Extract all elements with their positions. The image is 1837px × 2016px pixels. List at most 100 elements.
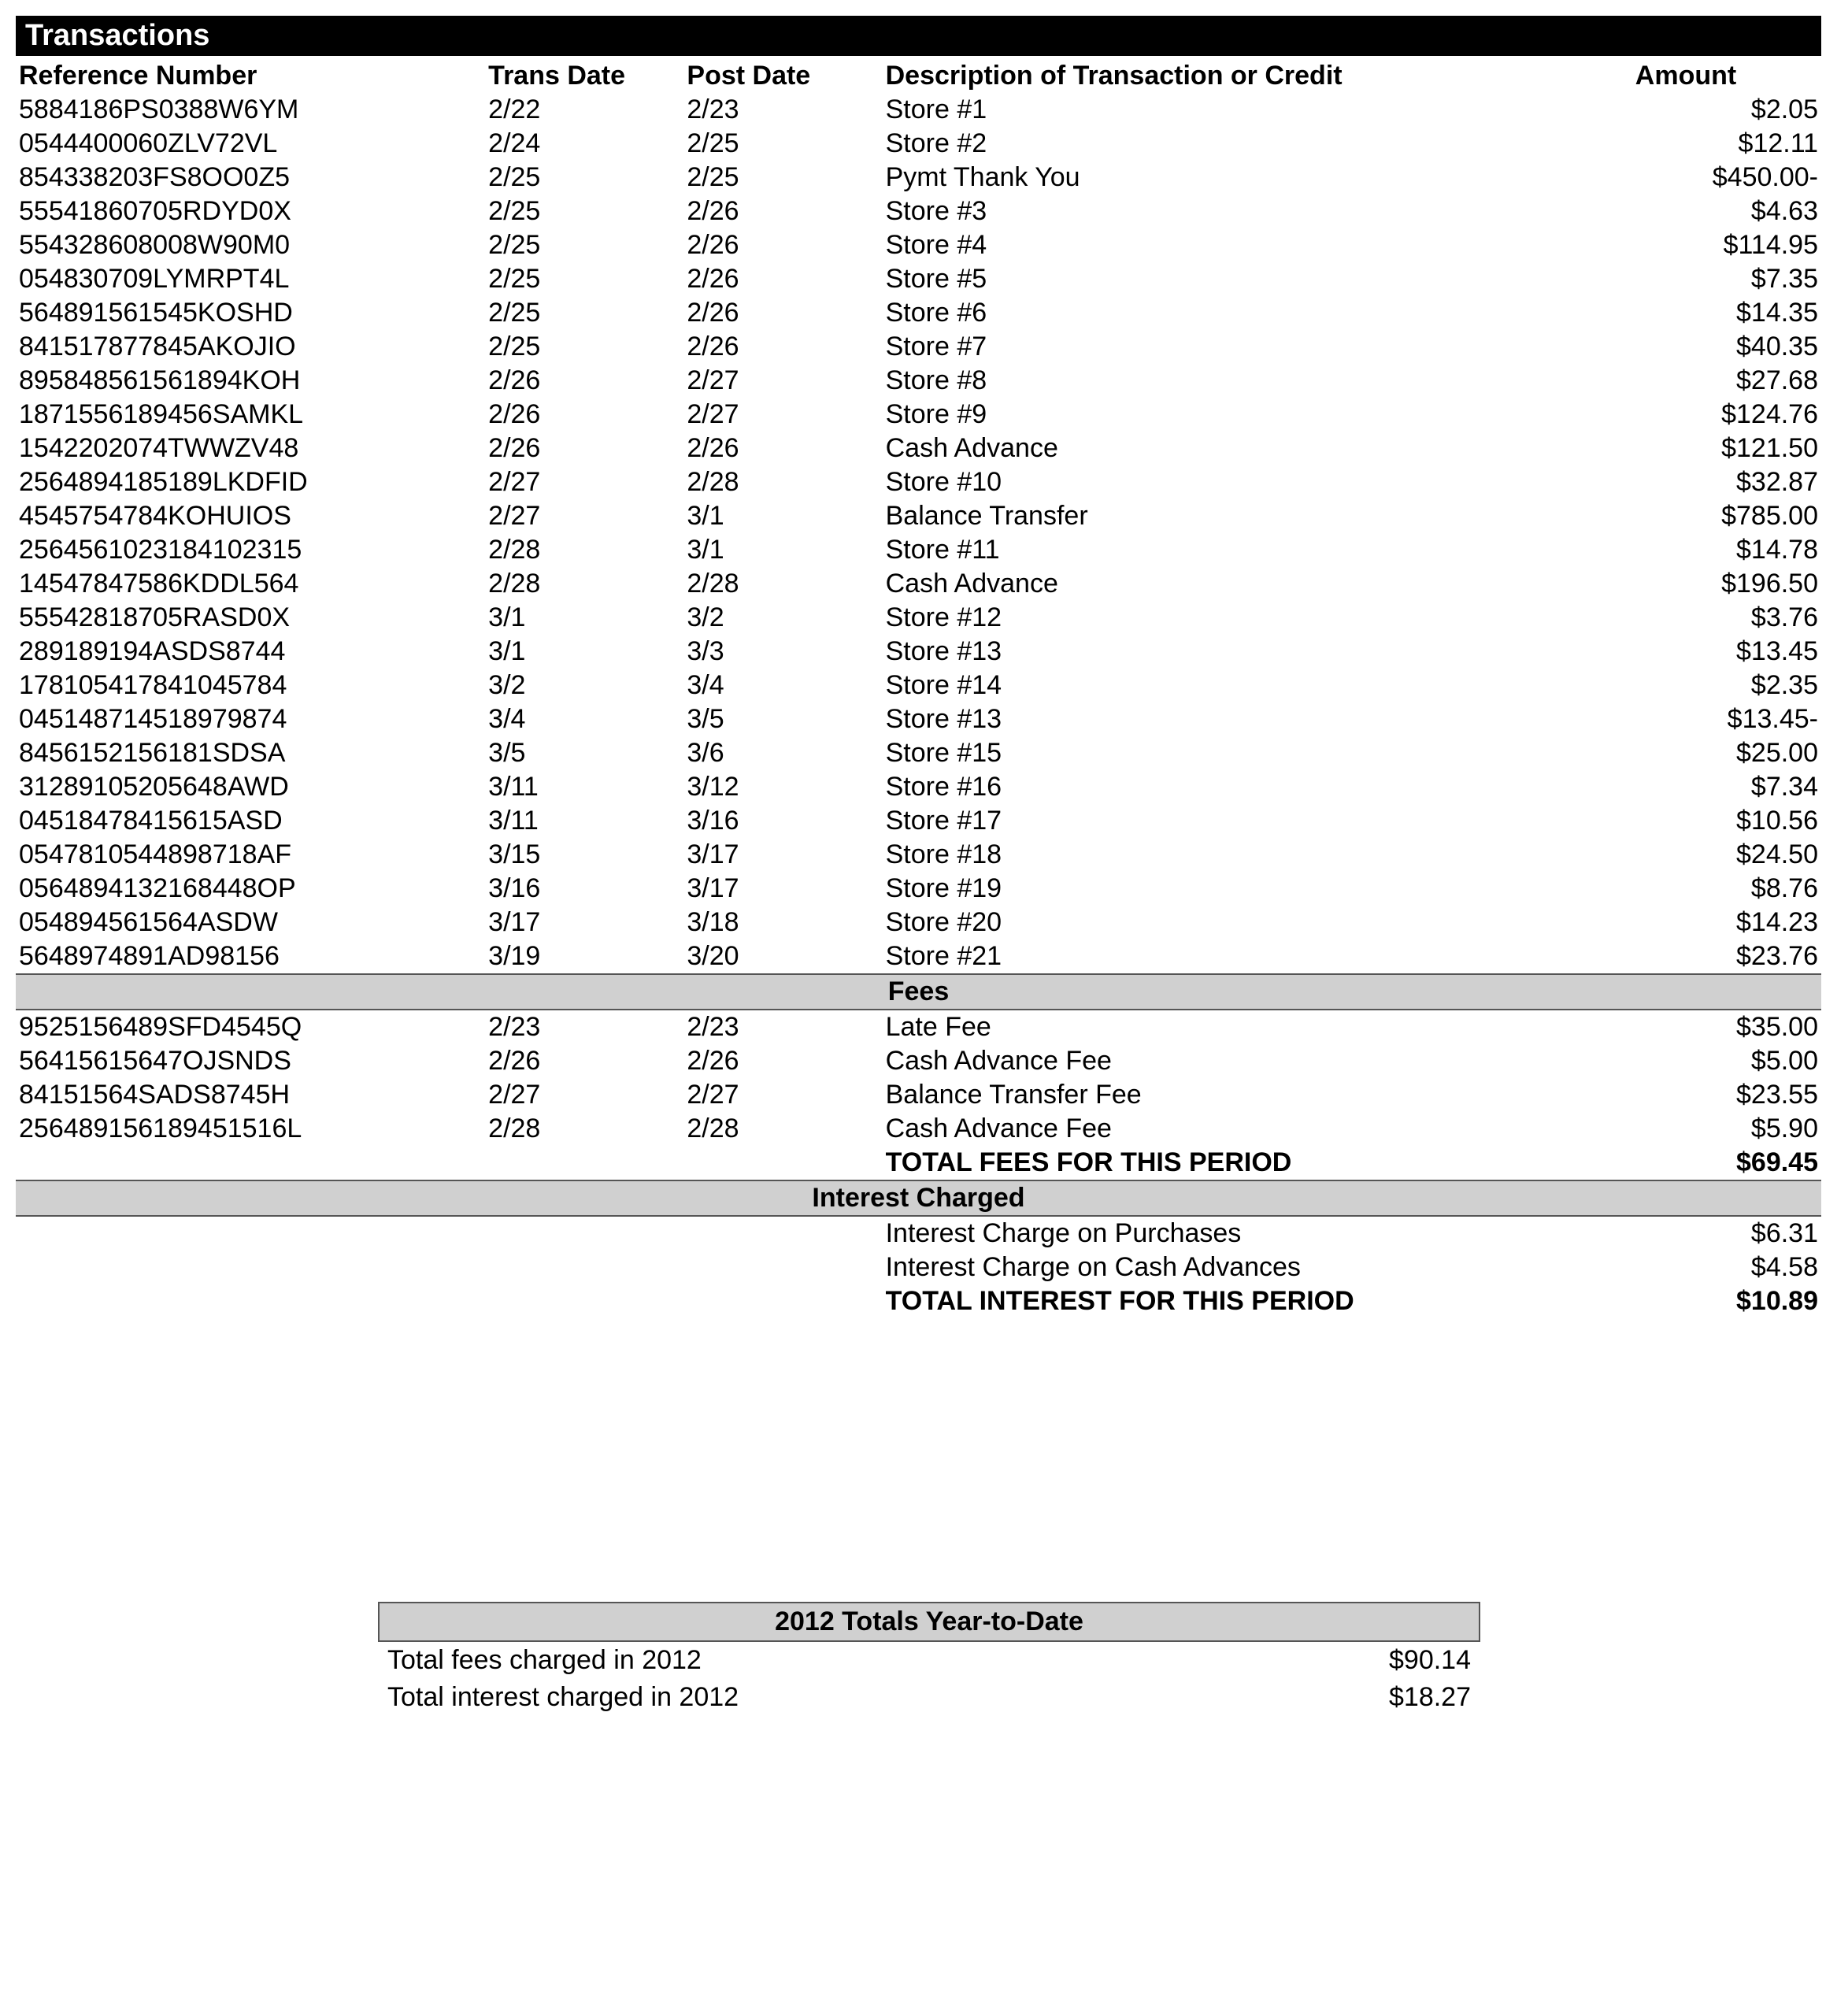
cell-trans: 2/27 xyxy=(485,1078,683,1112)
transaction-row: 14547847586KDDL5642/282/28Cash Advance$1… xyxy=(16,567,1821,601)
transaction-row: 8456152156181SDSA3/53/6Store #15$25.00 xyxy=(16,736,1821,770)
cell-trans: 2/22 xyxy=(485,93,683,127)
cell-trans: 2/25 xyxy=(485,262,683,296)
cell-desc: Store #3 xyxy=(883,195,1550,228)
cell-amount: $785.00 xyxy=(1550,499,1821,533)
cell-trans: 3/19 xyxy=(485,939,683,974)
cell-post: 3/6 xyxy=(683,736,882,770)
transaction-row: 289189194ASDS87443/13/3Store #13$13.45 xyxy=(16,635,1821,669)
cell-amount: $4.58 xyxy=(1550,1251,1821,1284)
cell-post: 2/26 xyxy=(683,296,882,330)
cell-amount: $5.00 xyxy=(1550,1044,1821,1078)
cell-ref: 56415615647OJSNDS xyxy=(16,1044,485,1078)
cell-amount: $13.45- xyxy=(1550,702,1821,736)
transaction-row: 0451487145189798743/43/5Store #13$13.45- xyxy=(16,702,1821,736)
cell-desc: Store #11 xyxy=(883,533,1550,567)
cell-amount: $23.76 xyxy=(1550,939,1821,974)
cell-trans: 2/26 xyxy=(485,398,683,432)
transaction-row: 854338203FS8OO0Z52/252/25Pymt Thank You$… xyxy=(16,161,1821,195)
transaction-row: 1781054178410457843/23/4Store #14$2.35 xyxy=(16,669,1821,702)
cell-amount: $40.35 xyxy=(1550,330,1821,364)
cell-desc: Store #15 xyxy=(883,736,1550,770)
transaction-row: 2564894185189LKDFID2/272/28Store #10$32.… xyxy=(16,465,1821,499)
cell-ref: 054830709LYMRPT4L xyxy=(16,262,485,296)
cell-post: 2/26 xyxy=(683,228,882,262)
cell-ref: 554328608008W90M0 xyxy=(16,228,485,262)
cell-ref: 841517877845AKOJIO xyxy=(16,330,485,364)
cell-trans: 3/11 xyxy=(485,770,683,804)
transaction-row: 5884186PS0388W6YM2/222/23Store #1$2.05 xyxy=(16,93,1821,127)
cell-amount: $124.76 xyxy=(1550,398,1821,432)
cell-amount: $14.35 xyxy=(1550,296,1821,330)
cell-amount: $12.11 xyxy=(1550,127,1821,161)
cell-amount: $25.00 xyxy=(1550,736,1821,770)
cell-amount: $23.55 xyxy=(1550,1078,1821,1112)
cell-trans: 3/15 xyxy=(485,838,683,872)
cell-post: 2/26 xyxy=(683,195,882,228)
cell-trans: 2/26 xyxy=(485,1044,683,1078)
cell-ref: 84151564SADS8745H xyxy=(16,1078,485,1112)
cell-desc: Store #19 xyxy=(883,872,1550,906)
col-post: Post Date xyxy=(683,59,882,93)
cell-trans: 2/25 xyxy=(485,296,683,330)
cell-ref: 256489156189451516L xyxy=(16,1112,485,1146)
col-desc: Description of Transaction or Credit xyxy=(883,59,1550,93)
cell-desc: Late Fee xyxy=(883,1010,1550,1044)
column-headers: Reference Number Trans Date Post Date De… xyxy=(16,59,1821,93)
cell-post: 2/27 xyxy=(683,398,882,432)
cell-trans: 3/1 xyxy=(485,635,683,669)
cell-ref: 55541860705RDYD0X xyxy=(16,195,485,228)
col-trans: Trans Date xyxy=(485,59,683,93)
cell-trans: 2/25 xyxy=(485,161,683,195)
cell-desc: Store #13 xyxy=(883,702,1550,736)
cell-desc: Store #7 xyxy=(883,330,1550,364)
cell-ref: 0547810544898718AF xyxy=(16,838,485,872)
transaction-row: 554328608008W90M02/252/26Store #4$114.95 xyxy=(16,228,1821,262)
cell-ref: 31289105205648AWD xyxy=(16,770,485,804)
transaction-row: 04518478415615ASD3/113/16Store #17$10.56 xyxy=(16,804,1821,838)
transaction-row: 1871556189456SAMKL2/262/27Store #9$124.7… xyxy=(16,398,1821,432)
cell-desc: Store #18 xyxy=(883,838,1550,872)
cell-trans: 2/28 xyxy=(485,1112,683,1146)
cell-amount: $24.50 xyxy=(1550,838,1821,872)
cell-post: 3/4 xyxy=(683,669,882,702)
cell-post: 3/1 xyxy=(683,499,882,533)
cell-desc: Cash Advance xyxy=(883,432,1550,465)
cell-ref: 0564894132168448OP xyxy=(16,872,485,906)
ytd-amount: $90.14 xyxy=(1389,1645,1471,1676)
fee-row: 256489156189451516L2/282/28Cash Advance … xyxy=(16,1112,1821,1146)
cell-desc: Store #16 xyxy=(883,770,1550,804)
transaction-row: 55542818705RASD0X3/13/2Store #12$3.76 xyxy=(16,601,1821,635)
cell-ref: 2564561023184102315 xyxy=(16,533,485,567)
cell-post: 3/3 xyxy=(683,635,882,669)
cell-desc: Store #21 xyxy=(883,939,1550,974)
cell-amount: $13.45 xyxy=(1550,635,1821,669)
cell-desc: Store #6 xyxy=(883,296,1550,330)
cell-amount: $8.76 xyxy=(1550,872,1821,906)
cell-amount: $7.34 xyxy=(1550,770,1821,804)
cell-desc: Interest Charge on Cash Advances xyxy=(883,1251,1550,1284)
cell-desc: Store #14 xyxy=(883,669,1550,702)
transaction-row: 564891561545KOSHD2/252/26Store #6$14.35 xyxy=(16,296,1821,330)
cell-ref: 178105417841045784 xyxy=(16,669,485,702)
cell-trans: 2/25 xyxy=(485,195,683,228)
cell-amount: $4.63 xyxy=(1550,195,1821,228)
transaction-row: 55541860705RDYD0X2/252/26Store #3$4.63 xyxy=(16,195,1821,228)
cell-desc: Store #1 xyxy=(883,93,1550,127)
cell-post: 2/28 xyxy=(683,465,882,499)
cell-ref: 14547847586KDDL564 xyxy=(16,567,485,601)
transaction-row: 5648974891AD981563/193/20Store #21$23.76 xyxy=(16,939,1821,974)
interest-row: Interest Charge on Purchases$6.31 xyxy=(16,1216,1821,1251)
cell-desc: Store #5 xyxy=(883,262,1550,296)
interest-total-label: TOTAL INTEREST FOR THIS PERIOD xyxy=(883,1284,1550,1318)
transaction-row: 0544400060ZLV72VL2/242/25Store #2$12.11 xyxy=(16,127,1821,161)
cell-trans: 2/28 xyxy=(485,533,683,567)
cell-desc: Store #20 xyxy=(883,906,1550,939)
transaction-row: 895848561561894KOH2/262/27Store #8$27.68 xyxy=(16,364,1821,398)
transaction-row: 0564894132168448OP3/163/17Store #19$8.76 xyxy=(16,872,1821,906)
fees-header: Fees xyxy=(16,974,1821,1010)
cell-ref: 04518478415615ASD xyxy=(16,804,485,838)
cell-amount: $2.05 xyxy=(1550,93,1821,127)
cell-amount: $35.00 xyxy=(1550,1010,1821,1044)
cell-amount: $196.50 xyxy=(1550,567,1821,601)
